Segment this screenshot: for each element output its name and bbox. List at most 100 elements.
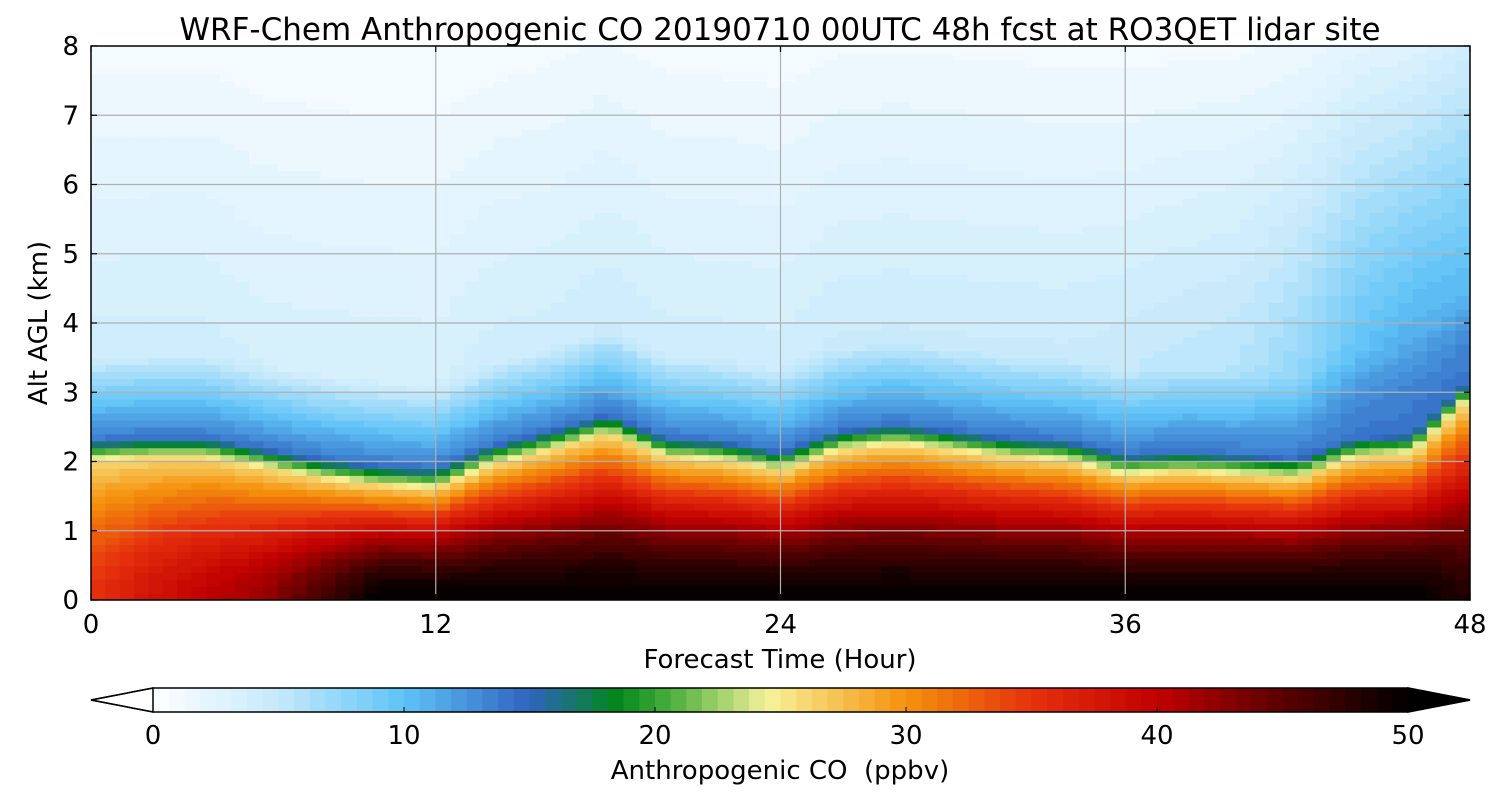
field-cell	[895, 336, 911, 345]
field-cell	[277, 496, 293, 504]
field-cell	[952, 329, 968, 338]
field-cell	[493, 579, 509, 587]
field-cell	[536, 323, 552, 331]
field-cell	[119, 260, 135, 269]
field-cell	[464, 544, 480, 553]
field-cell	[320, 447, 336, 456]
field-cell	[823, 537, 839, 546]
field-cell	[737, 129, 753, 137]
field-cell	[751, 184, 767, 193]
field-cell	[766, 205, 782, 213]
field-cell	[478, 191, 494, 199]
field-cell	[450, 274, 466, 283]
field-cell	[435, 136, 451, 144]
field-cell	[895, 579, 911, 587]
field-cell	[909, 302, 925, 310]
field-cell	[809, 129, 825, 137]
field-cell	[780, 586, 796, 594]
field-cell	[177, 46, 193, 54]
field-cell	[191, 80, 207, 89]
field-cell	[363, 219, 379, 227]
field-cell	[478, 232, 494, 241]
field-cell	[809, 461, 825, 470]
field-cell	[823, 572, 839, 580]
field-cell	[780, 336, 796, 345]
field-cell	[679, 468, 695, 476]
field-cell	[191, 281, 207, 289]
field-cell	[723, 329, 738, 338]
field-cell	[320, 364, 336, 373]
field-cell	[708, 316, 724, 324]
field-cell	[91, 52, 106, 61]
field-cell	[938, 378, 954, 386]
field-cell	[306, 191, 322, 199]
field-cell	[392, 274, 408, 283]
field-cell	[177, 572, 193, 580]
field-cell	[837, 586, 853, 594]
field-cell	[852, 80, 868, 89]
field-cell	[550, 177, 566, 186]
field-cell	[895, 149, 911, 158]
field-cell	[421, 426, 437, 435]
field-cell	[794, 475, 810, 483]
field-cell	[837, 323, 853, 331]
field-cell	[349, 66, 365, 75]
field-cell	[263, 530, 279, 539]
field-cell	[536, 87, 552, 96]
field-cell	[220, 350, 236, 359]
field-cell	[866, 406, 882, 414]
field-cell	[679, 530, 695, 539]
field-cell	[924, 239, 940, 248]
field-cell	[622, 496, 638, 504]
field-cell	[105, 357, 121, 366]
field-cell	[392, 565, 408, 573]
field-cell	[435, 537, 451, 546]
field-cell	[249, 586, 264, 594]
field-cell	[320, 316, 336, 324]
field-cell	[852, 170, 868, 179]
field-cell	[421, 523, 437, 532]
field-cell	[751, 246, 767, 255]
field-cell	[478, 170, 494, 179]
field-cell	[177, 246, 193, 255]
field-cell	[924, 378, 940, 386]
field-cell	[938, 309, 954, 317]
field-cell	[622, 468, 638, 476]
field-cell	[636, 385, 652, 393]
field-cell	[981, 537, 997, 546]
field-cell	[766, 440, 782, 449]
field-cell	[622, 433, 638, 442]
field-cell	[895, 239, 911, 248]
field-cell	[837, 357, 853, 366]
field-cell	[464, 163, 480, 172]
field-cell	[320, 184, 336, 193]
field-cell	[263, 406, 279, 414]
field-cell	[536, 156, 552, 165]
field-cell	[464, 489, 480, 497]
field-cell	[751, 454, 767, 463]
field-cell	[751, 226, 767, 234]
field-cell	[263, 149, 279, 158]
field-cell	[450, 163, 466, 172]
field-cell	[464, 565, 480, 573]
field-cell	[651, 454, 667, 463]
field-cell	[220, 378, 236, 386]
field-cell	[967, 558, 983, 566]
field-cell	[234, 489, 250, 497]
field-cell	[723, 440, 738, 449]
field-cell	[938, 198, 954, 206]
field-cell	[521, 212, 537, 220]
field-cell	[751, 156, 767, 165]
field-cell	[837, 489, 853, 497]
field-cell	[220, 267, 236, 276]
field-cell	[679, 205, 695, 213]
field-cell	[579, 129, 595, 137]
field-cell	[665, 475, 681, 483]
field-cell	[636, 309, 652, 317]
field-cell	[177, 191, 193, 199]
field-cell	[866, 184, 882, 193]
field-cell	[234, 87, 250, 96]
field-cell	[636, 586, 652, 594]
field-cell	[306, 136, 322, 144]
field-cell	[679, 489, 695, 497]
